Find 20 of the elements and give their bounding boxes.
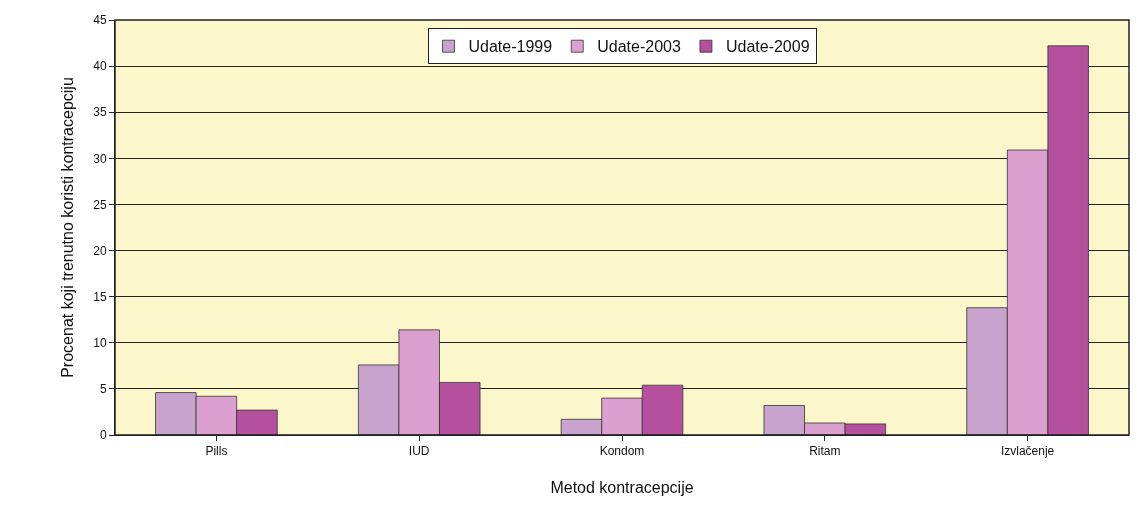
x-tick-label: Kondom: [599, 444, 645, 459]
y-tick-label: 10: [93, 335, 107, 350]
y-tick-label: 45: [93, 13, 107, 28]
legend-label: Udate-1999: [468, 38, 553, 56]
y-tick-label: 30: [93, 151, 107, 166]
y-axis-title: Procenat koji trenutno koristi kontracepciju: [59, 77, 76, 378]
x-axis-title: Metod kontracepcije: [550, 479, 694, 496]
y-tick-label: 40: [93, 59, 107, 74]
x-tick-label: Ritam: [809, 444, 841, 459]
legend-label: Udate-2003: [597, 38, 681, 56]
y-tick-label: 5: [99, 382, 107, 397]
x-tick-label: Izvlačenje: [1000, 444, 1055, 459]
x-tick-label: Pills: [205, 444, 228, 459]
y-tick-label: 0: [99, 428, 107, 443]
y-tick-label: 15: [93, 289, 107, 304]
x-tick-label: IUD: [408, 444, 430, 459]
y-tick-label: 25: [93, 197, 107, 212]
y-tick-label: 35: [93, 105, 107, 120]
y-tick-label: 20: [93, 243, 107, 258]
legend-label: Udate-2009: [725, 38, 810, 56]
